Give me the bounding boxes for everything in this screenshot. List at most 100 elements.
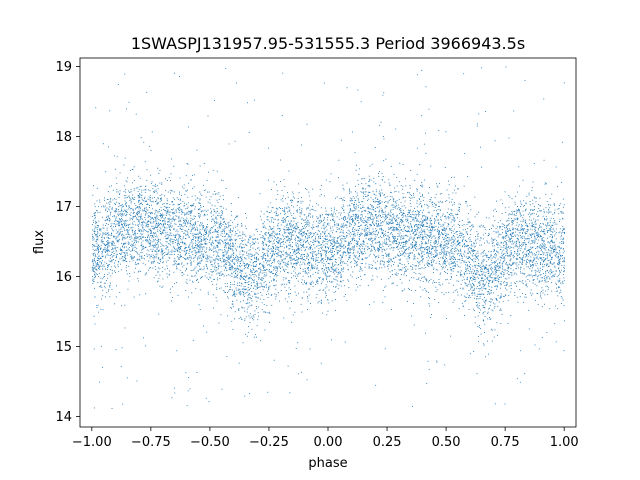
data-point	[510, 288, 512, 289]
data-point	[109, 201, 111, 203]
data-point	[124, 200, 126, 202]
data-point	[294, 253, 296, 255]
data-point	[404, 249, 406, 251]
data-point	[302, 261, 304, 263]
data-point	[529, 243, 531, 245]
data-point	[286, 216, 288, 217]
data-point	[555, 249, 557, 251]
data-point	[249, 305, 251, 307]
data-point	[392, 257, 394, 259]
data-point	[256, 286, 258, 288]
data-point	[153, 219, 155, 220]
data-point	[144, 217, 146, 218]
data-point	[298, 272, 300, 274]
data-point	[557, 257, 559, 259]
data-point	[355, 240, 357, 242]
data-point	[432, 204, 433, 205]
data-point	[519, 261, 521, 263]
data-point	[504, 285, 506, 286]
data-point	[230, 282, 231, 283]
data-point	[110, 212, 111, 214]
data-point	[288, 228, 289, 230]
data-point	[215, 270, 217, 272]
data-point	[277, 275, 279, 276]
data-point	[355, 196, 357, 198]
data-point	[277, 214, 279, 216]
data-point	[167, 246, 169, 248]
data-point	[284, 262, 286, 264]
data-point	[555, 248, 557, 250]
data-point	[246, 275, 248, 277]
data-point	[185, 208, 187, 210]
data-point	[342, 253, 344, 255]
data-point	[152, 244, 154, 246]
data-point	[277, 242, 279, 244]
data-point	[294, 251, 296, 252]
data-point	[166, 180, 168, 181]
data-point	[536, 247, 538, 249]
data-point	[126, 249, 128, 251]
data-point	[531, 262, 533, 263]
data-point	[157, 231, 159, 232]
data-point	[226, 252, 227, 254]
data-point	[382, 257, 384, 259]
data-point	[542, 237, 544, 238]
data-point	[131, 237, 133, 239]
data-point	[359, 168, 360, 170]
data-point	[439, 254, 441, 255]
data-point	[546, 225, 547, 227]
data-point	[443, 255, 445, 257]
data-point	[287, 211, 288, 213]
data-point	[270, 241, 271, 243]
data-point	[154, 209, 156, 211]
data-point	[397, 254, 399, 256]
data-point	[232, 303, 234, 305]
data-point	[363, 244, 365, 245]
data-point	[98, 251, 100, 253]
data-point	[394, 236, 396, 237]
data-point	[299, 230, 301, 232]
data-point	[526, 286, 528, 288]
data-point	[430, 265, 432, 267]
data-point	[482, 226, 484, 228]
data-point	[179, 235, 181, 237]
data-point	[215, 246, 217, 248]
data-point	[115, 251, 117, 253]
data-point	[95, 263, 97, 265]
data-point	[214, 268, 216, 270]
data-point	[461, 279, 463, 281]
data-point	[138, 253, 140, 255]
data-point	[160, 214, 161, 216]
data-point	[242, 254, 244, 256]
data-point	[394, 218, 396, 219]
data-point	[246, 308, 248, 310]
data-point	[464, 274, 465, 276]
data-point	[269, 212, 271, 213]
data-point	[433, 242, 435, 244]
data-point	[509, 196, 511, 198]
data-point	[455, 231, 457, 233]
data-point	[342, 246, 344, 248]
data-point	[138, 189, 140, 190]
data-point	[133, 188, 135, 190]
data-point	[149, 255, 151, 257]
data-point	[146, 249, 148, 251]
data-point	[465, 285, 467, 286]
data-point	[540, 274, 542, 275]
data-point	[297, 201, 298, 203]
data-point	[411, 226, 412, 228]
data-point	[220, 314, 222, 316]
data-point	[272, 243, 274, 245]
data-point	[324, 231, 326, 232]
data-point	[339, 254, 341, 256]
data-point	[343, 248, 345, 249]
data-point	[280, 242, 282, 243]
data-point	[241, 225, 243, 227]
data-point	[207, 219, 208, 220]
data-point	[177, 258, 179, 260]
data-point	[353, 252, 355, 253]
data-point	[333, 269, 335, 271]
data-point	[382, 221, 384, 223]
data-point	[494, 269, 496, 271]
data-point	[142, 237, 144, 238]
